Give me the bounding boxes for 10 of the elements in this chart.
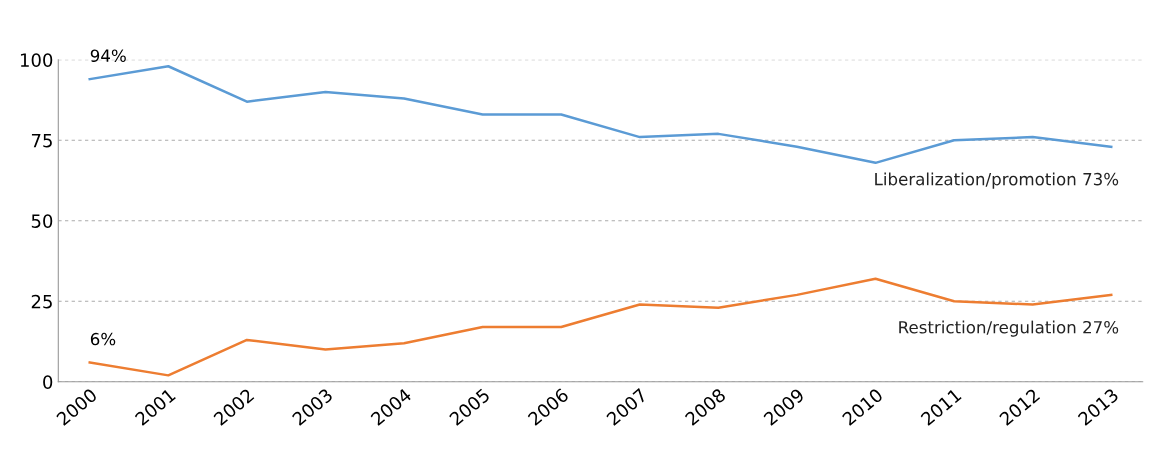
series-label: Liberalization/promotion 73% [875, 172, 1119, 189]
series-label: Restriction/regulation 27% [899, 320, 1119, 337]
annotation: 6% [90, 332, 116, 346]
y-tick-label: 75 [31, 134, 52, 148]
y-tick-label: 100 [20, 53, 53, 67]
y-tick-label: 50 [31, 214, 53, 228]
y-tick-label: 0 [43, 375, 53, 389]
line-series [88, 64, 1113, 165]
annotation: 94% [90, 49, 126, 62]
y-tick-label: 25 [31, 294, 52, 309]
